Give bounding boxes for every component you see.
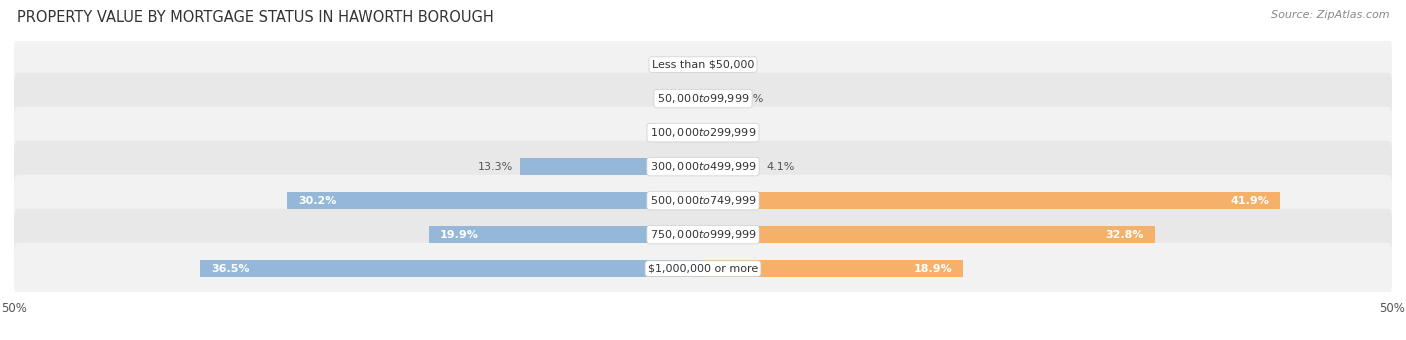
Text: 0.0%: 0.0% [661,128,689,138]
FancyBboxPatch shape [14,141,1392,192]
Bar [200,260,703,277]
FancyBboxPatch shape [14,107,1392,158]
Bar [703,226,1154,243]
Bar [703,90,730,107]
Bar [703,158,759,175]
FancyBboxPatch shape [14,73,1392,124]
Text: 1.9%: 1.9% [737,94,765,104]
Text: $300,000 to $499,999: $300,000 to $499,999 [650,160,756,173]
Bar [287,192,703,209]
Text: $100,000 to $299,999: $100,000 to $299,999 [650,126,756,139]
Text: 36.5%: 36.5% [211,264,250,274]
Text: 41.9%: 41.9% [1230,195,1270,206]
FancyBboxPatch shape [14,243,1392,294]
Text: $50,000 to $99,999: $50,000 to $99,999 [657,92,749,105]
Text: Source: ZipAtlas.com: Source: ZipAtlas.com [1271,10,1389,20]
Text: 19.9%: 19.9% [440,230,478,240]
Text: 0.0%: 0.0% [717,59,745,70]
Text: $1,000,000 or more: $1,000,000 or more [648,264,758,274]
Text: $500,000 to $749,999: $500,000 to $749,999 [650,194,756,207]
Text: 0.43%: 0.43% [716,128,751,138]
Text: $750,000 to $999,999: $750,000 to $999,999 [650,228,756,241]
Bar [429,226,703,243]
Text: 32.8%: 32.8% [1105,230,1144,240]
Bar [703,260,963,277]
Text: PROPERTY VALUE BY MORTGAGE STATUS IN HAWORTH BOROUGH: PROPERTY VALUE BY MORTGAGE STATUS IN HAW… [17,10,494,25]
FancyBboxPatch shape [14,175,1392,226]
Bar [703,124,709,141]
Text: 18.9%: 18.9% [914,264,952,274]
Text: 13.3%: 13.3% [478,162,513,172]
Bar [520,158,703,175]
Text: 0.0%: 0.0% [661,94,689,104]
Bar [703,192,1281,209]
Text: 0.0%: 0.0% [661,59,689,70]
FancyBboxPatch shape [14,39,1392,90]
Text: 30.2%: 30.2% [298,195,336,206]
Text: 4.1%: 4.1% [766,162,794,172]
Text: Less than $50,000: Less than $50,000 [652,59,754,70]
FancyBboxPatch shape [14,209,1392,260]
